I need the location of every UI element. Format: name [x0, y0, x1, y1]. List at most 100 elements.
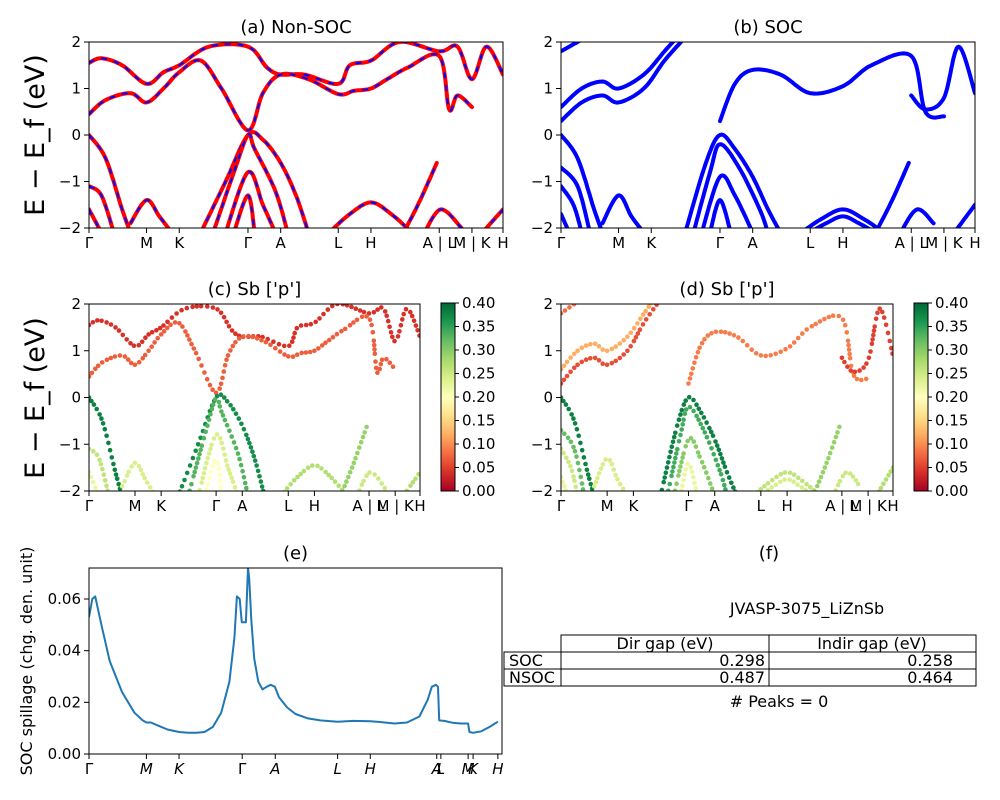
x-tick-label: K — [174, 760, 185, 778]
band-point — [367, 470, 372, 475]
band-point — [691, 439, 697, 444]
band-point — [693, 486, 698, 491]
band-point — [658, 493, 663, 498]
band-point — [778, 471, 784, 477]
band-line-dashes — [425, 208, 463, 228]
panel-title: (b) SOC — [733, 17, 802, 38]
band-point — [562, 308, 568, 313]
x-tick-label: A | L — [825, 497, 859, 515]
band-point — [263, 339, 269, 345]
band-point — [585, 472, 591, 477]
colorbar-tick-label: 0.40 — [462, 294, 495, 312]
band-point — [717, 467, 722, 473]
y-tick-label: 0 — [71, 126, 81, 144]
band-line — [561, 42, 582, 54]
band-point — [633, 335, 639, 340]
band-point — [229, 475, 234, 481]
band-point — [140, 356, 145, 361]
band-point — [116, 328, 122, 333]
band-point — [146, 332, 151, 337]
band-point — [387, 324, 392, 330]
band-point — [294, 325, 300, 331]
y-tick-label: 0 — [543, 126, 553, 144]
ylabel-middle: E − E_f (eV) — [20, 317, 51, 479]
band-point — [579, 359, 585, 365]
band-point — [355, 450, 360, 456]
band-point — [706, 475, 711, 481]
band-point — [196, 456, 201, 461]
band-point — [831, 439, 837, 445]
band-point — [812, 489, 818, 491]
band-point — [637, 327, 643, 333]
colorbar-tick-label: 0.30 — [462, 341, 495, 359]
y-tick-label: 2 — [543, 295, 553, 313]
band-point — [228, 348, 233, 353]
band-point — [604, 348, 610, 354]
colorbar-c-ticks: 0.40 0.35 0.30 0.25 0.20 0.15 0.10 0.05 0.00 — [455, 294, 495, 500]
band-point — [184, 305, 190, 311]
band-point — [709, 446, 714, 451]
band-point — [731, 333, 737, 338]
band-point — [758, 486, 764, 491]
band-point — [99, 318, 104, 324]
band-point — [202, 370, 207, 375]
band-point — [307, 349, 313, 355]
y-tick-label: 0 — [543, 389, 553, 407]
band-point — [799, 485, 805, 490]
band-point — [872, 324, 877, 329]
band-point — [89, 374, 92, 379]
band-point — [702, 430, 708, 435]
band-point — [880, 309, 885, 315]
band-point — [319, 466, 324, 471]
x-tick-label: L — [757, 497, 766, 515]
y-tick-label: 2 — [543, 33, 553, 51]
band-point — [854, 376, 860, 382]
band-line — [89, 184, 115, 228]
band-point — [842, 359, 847, 365]
band-point — [682, 411, 688, 417]
band-point — [191, 474, 196, 479]
band-point — [621, 337, 626, 343]
band-point — [631, 338, 637, 344]
band-point — [847, 351, 852, 357]
band-point — [332, 479, 338, 484]
band-point — [674, 481, 679, 487]
band-point — [116, 481, 121, 487]
band-point — [700, 425, 706, 431]
band-point — [726, 475, 732, 480]
band-point — [572, 448, 578, 454]
band-point — [177, 489, 183, 491]
band-point — [702, 337, 707, 342]
colorbar-tick-label: 0.15 — [935, 412, 968, 430]
band-point — [347, 469, 353, 475]
band-point — [878, 485, 884, 491]
band-point — [719, 456, 725, 461]
band-point — [674, 451, 679, 456]
band-point — [220, 375, 225, 381]
band-point — [718, 472, 724, 477]
band-point — [724, 470, 730, 475]
band-point — [697, 345, 702, 351]
x-tick-label: M — [129, 497, 142, 515]
band-point — [201, 435, 207, 441]
band-point — [204, 487, 209, 491]
y-tick-label: 2 — [71, 295, 81, 313]
band-point — [561, 377, 567, 383]
band-point — [647, 312, 652, 317]
band-point — [221, 446, 226, 451]
band-point — [316, 346, 321, 351]
band-point — [883, 322, 889, 328]
band-point — [643, 308, 648, 314]
colorbar-d: 0.40 0.35 0.30 0.25 0.20 0.15 0.10 0.05 0.00 — [913, 294, 968, 500]
band-point — [336, 483, 342, 489]
band-point — [609, 346, 615, 352]
band-point — [620, 486, 626, 491]
x-tick-label: M — [462, 760, 475, 778]
band-point — [845, 364, 850, 370]
band-point — [231, 440, 237, 445]
band-point — [713, 439, 718, 444]
x-tick-label: Γ — [557, 234, 566, 252]
band-point — [237, 456, 242, 462]
band-point — [833, 434, 839, 440]
band-point — [562, 431, 567, 437]
